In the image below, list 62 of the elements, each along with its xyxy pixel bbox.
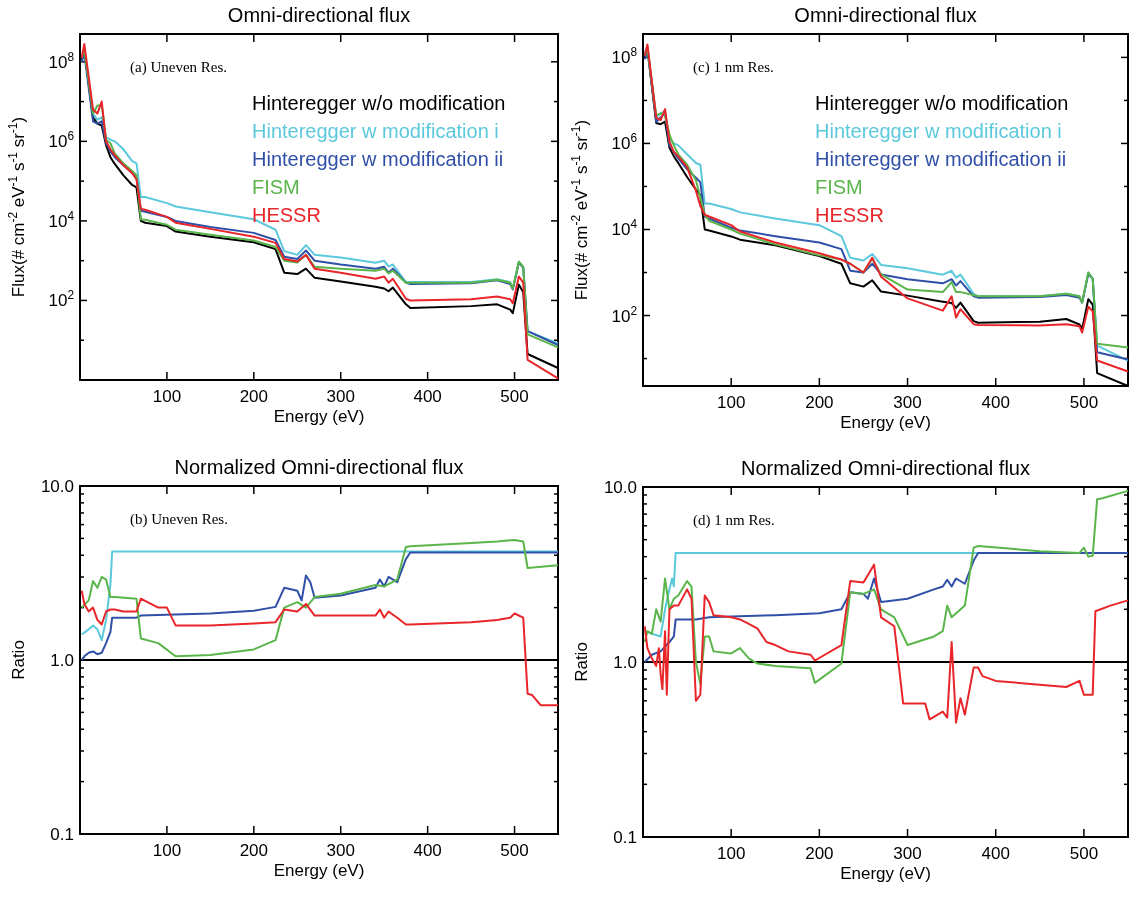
text: FISM (815, 176, 863, 198)
x-axis-title: Energy (eV) (840, 413, 931, 432)
x-tick-label: 300 (893, 844, 922, 863)
chart-title: Normalized Omni-directional flux (174, 456, 464, 478)
text: Hinteregger w modification i (815, 120, 1062, 142)
y-tick-label: 10.0 (40, 477, 74, 496)
x-tick-label: 200 (239, 387, 269, 406)
text: Hinteregger w/o modification (815, 92, 1069, 114)
annotation: (c) 1 nm Res. (693, 59, 774, 76)
y-axis-title: Ratio (572, 642, 591, 682)
y-tick-label: 10$^{8}$ (48, 49, 75, 72)
x-axis-title: Energy (eV) (840, 864, 931, 883)
x-tick-label: 100 (716, 844, 746, 863)
x-tick-label: 500 (500, 841, 529, 860)
x-tick-label: 100 (716, 393, 746, 412)
x-tick-label: 400 (413, 387, 442, 406)
chart-title: Omni-directional flux (794, 4, 977, 26)
x-tick-label: 400 (413, 841, 442, 860)
x-tick-label: 300 (893, 393, 922, 412)
series-label: HESSR (252, 204, 321, 226)
text: Hinteregger w modification ii (815, 148, 1067, 170)
y-axis-title: Ratio (9, 640, 28, 680)
y-tick-label: 0.1 (50, 825, 74, 844)
line-series (643, 551, 1129, 663)
y-tick-label: 1.0 (50, 651, 74, 670)
x-tick-label: 200 (805, 844, 834, 863)
x-tick-label: 500 (500, 387, 529, 406)
y-tick-label: 10.0 (603, 478, 637, 497)
x-tick-label: 100 (152, 841, 182, 860)
y-tick-label: 10$^{8}$ (611, 45, 638, 68)
x-tick-label: 500 (1069, 393, 1099, 412)
x-tick-label: 300 (326, 841, 355, 860)
annotation: (a) Uneven Res. (130, 59, 228, 76)
x-axis-title: Energy (eV) (273, 861, 365, 880)
annotation: (d) 1 nm Res. (693, 512, 775, 529)
line-series (80, 589, 559, 707)
text: Hinteregger w modification i (252, 120, 499, 142)
chart-title: Normalized Omni-directional flux (741, 457, 1030, 479)
x-tick-label: 400 (981, 844, 1010, 863)
x-tick-label: 200 (239, 841, 269, 860)
series-label: HESSR (815, 204, 884, 226)
text: Hinteregger w modification ii (252, 148, 504, 170)
x-tick-label: 200 (805, 393, 834, 412)
y-tick-label: 1.0 (613, 653, 637, 672)
y-tick-label: 10$^{4}$ (611, 217, 638, 240)
y-tick-label: 10$^{2}$ (48, 288, 75, 311)
x-tick-label: 400 (981, 393, 1010, 412)
annotation: (b) Uneven Res. (130, 511, 228, 528)
x-axis-title: Energy (eV) (273, 407, 365, 426)
line-series (643, 563, 1129, 724)
line-series (643, 489, 1129, 685)
text: Hinteregger w/o modification (252, 92, 506, 114)
y-tick-label: 10$^{6}$ (48, 129, 75, 152)
x-tick-label: 300 (326, 387, 355, 406)
chart-title: Omni-directional flux (227, 4, 411, 26)
y-tick-label: 10$^{6}$ (611, 131, 638, 154)
y-tick-label: 10$^{4}$ (48, 208, 75, 231)
x-tick-label: 500 (1069, 844, 1099, 863)
x-tick-label: 100 (152, 387, 182, 406)
y-tick-label: 10$^{2}$ (611, 303, 638, 326)
y-tick-label: 0.1 (613, 828, 637, 847)
text: FISM (252, 176, 300, 198)
